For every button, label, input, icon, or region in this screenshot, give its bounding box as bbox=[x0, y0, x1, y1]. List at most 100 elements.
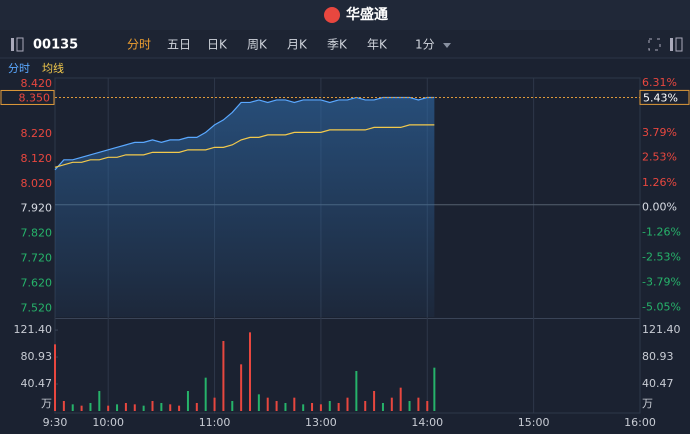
volume-bar bbox=[71, 404, 74, 411]
y2-tick-label: -3.79% bbox=[642, 276, 681, 289]
volume-bar bbox=[408, 401, 411, 411]
y-tick-label: 7.620 bbox=[21, 277, 53, 290]
x-tick-label: 13:00 bbox=[305, 416, 337, 429]
top-bar bbox=[0, 0, 690, 30]
expand-icon-box bbox=[675, 37, 683, 52]
tab[interactable]: 月K bbox=[287, 38, 308, 52]
y-tick-label: 8.120 bbox=[21, 152, 53, 165]
y-tick-label: 8.220 bbox=[21, 127, 53, 140]
y-tick-label: 121.40 bbox=[14, 323, 53, 336]
volume-bar bbox=[195, 403, 198, 411]
volume-bar bbox=[319, 404, 322, 411]
y2-tick-label: -1.26% bbox=[642, 226, 681, 239]
tab[interactable]: 季K bbox=[327, 38, 348, 52]
x-tick-label: 11:00 bbox=[199, 416, 231, 429]
volume-bar bbox=[381, 403, 384, 411]
symbol: 00135 bbox=[33, 38, 78, 53]
y-tick-label: 40.47 bbox=[21, 377, 53, 390]
volume-bar bbox=[302, 404, 305, 411]
y-tick-label: 7.520 bbox=[21, 302, 53, 315]
volume-bar bbox=[124, 403, 127, 411]
x-tick-label: 14:00 bbox=[411, 416, 443, 429]
x-tick-label: 15:00 bbox=[518, 416, 550, 429]
volume-bar bbox=[80, 405, 83, 411]
volume-bar bbox=[89, 403, 92, 411]
y2-tick-label: -2.53% bbox=[642, 251, 681, 264]
logo: 华盛通 bbox=[346, 6, 388, 23]
tab[interactable]: 日K bbox=[207, 38, 228, 52]
volume-bar bbox=[257, 394, 260, 411]
volume-bar bbox=[373, 391, 376, 411]
current-change-box bbox=[639, 89, 690, 105]
tabs: 分时 五日 日K 周K 月K 季K 年K 1分 bbox=[127, 38, 435, 52]
volume-bar bbox=[337, 403, 340, 411]
price-area bbox=[55, 97, 435, 317]
volume-bar bbox=[293, 397, 296, 411]
y-tick-label: 8.020 bbox=[21, 177, 53, 190]
volume-bar bbox=[98, 391, 101, 411]
chart: 9:30 10:00 11:00 13:00 14:00 15:00 16:00 6.31% 3… bbox=[0, 76, 690, 429]
y2-tick-label: 0.00% bbox=[642, 201, 677, 214]
volume-bar bbox=[240, 364, 243, 411]
volume-bar bbox=[433, 367, 436, 411]
dropdown-arrow[interactable] bbox=[443, 43, 451, 48]
y2-tick-label: -5.05% bbox=[642, 301, 681, 314]
y2-tick-label: 40.47 bbox=[642, 377, 674, 390]
volume-bar bbox=[231, 401, 234, 411]
y-tick-label: 7.720 bbox=[21, 252, 53, 265]
volume-bar bbox=[186, 391, 189, 411]
y2-tick-label: 121.40 bbox=[642, 323, 681, 336]
expand-icon[interactable] bbox=[670, 38, 673, 51]
volume-bar bbox=[266, 397, 269, 411]
y-tick-label: 80.93 bbox=[21, 350, 53, 363]
volume-bar bbox=[275, 401, 278, 411]
volume-bar bbox=[160, 403, 163, 411]
collapse-icon[interactable] bbox=[11, 38, 14, 51]
volume-bar bbox=[142, 405, 145, 411]
unit-label: 万 bbox=[642, 397, 653, 410]
y2-tick-label: 3.79% bbox=[642, 126, 677, 139]
volume-bar bbox=[54, 344, 56, 411]
current-change-label: 5.43% bbox=[643, 91, 678, 104]
tab[interactable]: 分时 bbox=[127, 38, 151, 52]
volume-bar bbox=[178, 405, 181, 411]
toolbar bbox=[0, 30, 690, 58]
y-tick-label: 8.420 bbox=[21, 77, 53, 90]
volume-bar bbox=[426, 401, 429, 411]
y2-tick-label: 6.31% bbox=[642, 76, 677, 89]
volume-bar bbox=[364, 401, 367, 411]
volume-bar bbox=[249, 332, 251, 411]
volume-bar bbox=[133, 404, 136, 411]
volume-bar bbox=[222, 341, 225, 411]
tab[interactable]: 年K bbox=[367, 38, 388, 52]
tab[interactable]: 五日 bbox=[167, 38, 191, 52]
volume-bar bbox=[107, 405, 110, 411]
y2-tick-label: 80.93 bbox=[642, 350, 674, 363]
price-line bbox=[54, 96, 435, 171]
y-tick-label: 7.820 bbox=[21, 227, 53, 240]
volume-bar bbox=[284, 403, 287, 411]
y2-tick-label: 1.26% bbox=[642, 176, 677, 189]
volume-bar bbox=[417, 397, 420, 411]
volume-bar bbox=[346, 397, 349, 411]
legend-entry: 分时 bbox=[8, 62, 30, 75]
tab[interactable]: 1分 bbox=[415, 38, 435, 52]
fullscreen-icon[interactable] bbox=[648, 38, 661, 51]
legend-entry: 均线 bbox=[42, 61, 64, 75]
tab[interactable]: 周K bbox=[247, 38, 268, 52]
volume-bar bbox=[204, 377, 207, 411]
current-price-label: 8.350 bbox=[19, 91, 51, 104]
x-tick-label: 10:00 bbox=[92, 416, 124, 429]
volume-bar bbox=[311, 403, 314, 411]
volume-bar bbox=[116, 404, 119, 411]
x-tick-label: 16:00 bbox=[624, 416, 656, 429]
volume-bar bbox=[399, 387, 402, 411]
volume-bar bbox=[390, 397, 393, 411]
volume-bar bbox=[328, 401, 331, 411]
average-line bbox=[54, 124, 435, 168]
volume-bar bbox=[151, 401, 154, 411]
volume-bar bbox=[62, 401, 65, 411]
current-price-box bbox=[0, 89, 55, 105]
volume-bar bbox=[213, 397, 216, 411]
